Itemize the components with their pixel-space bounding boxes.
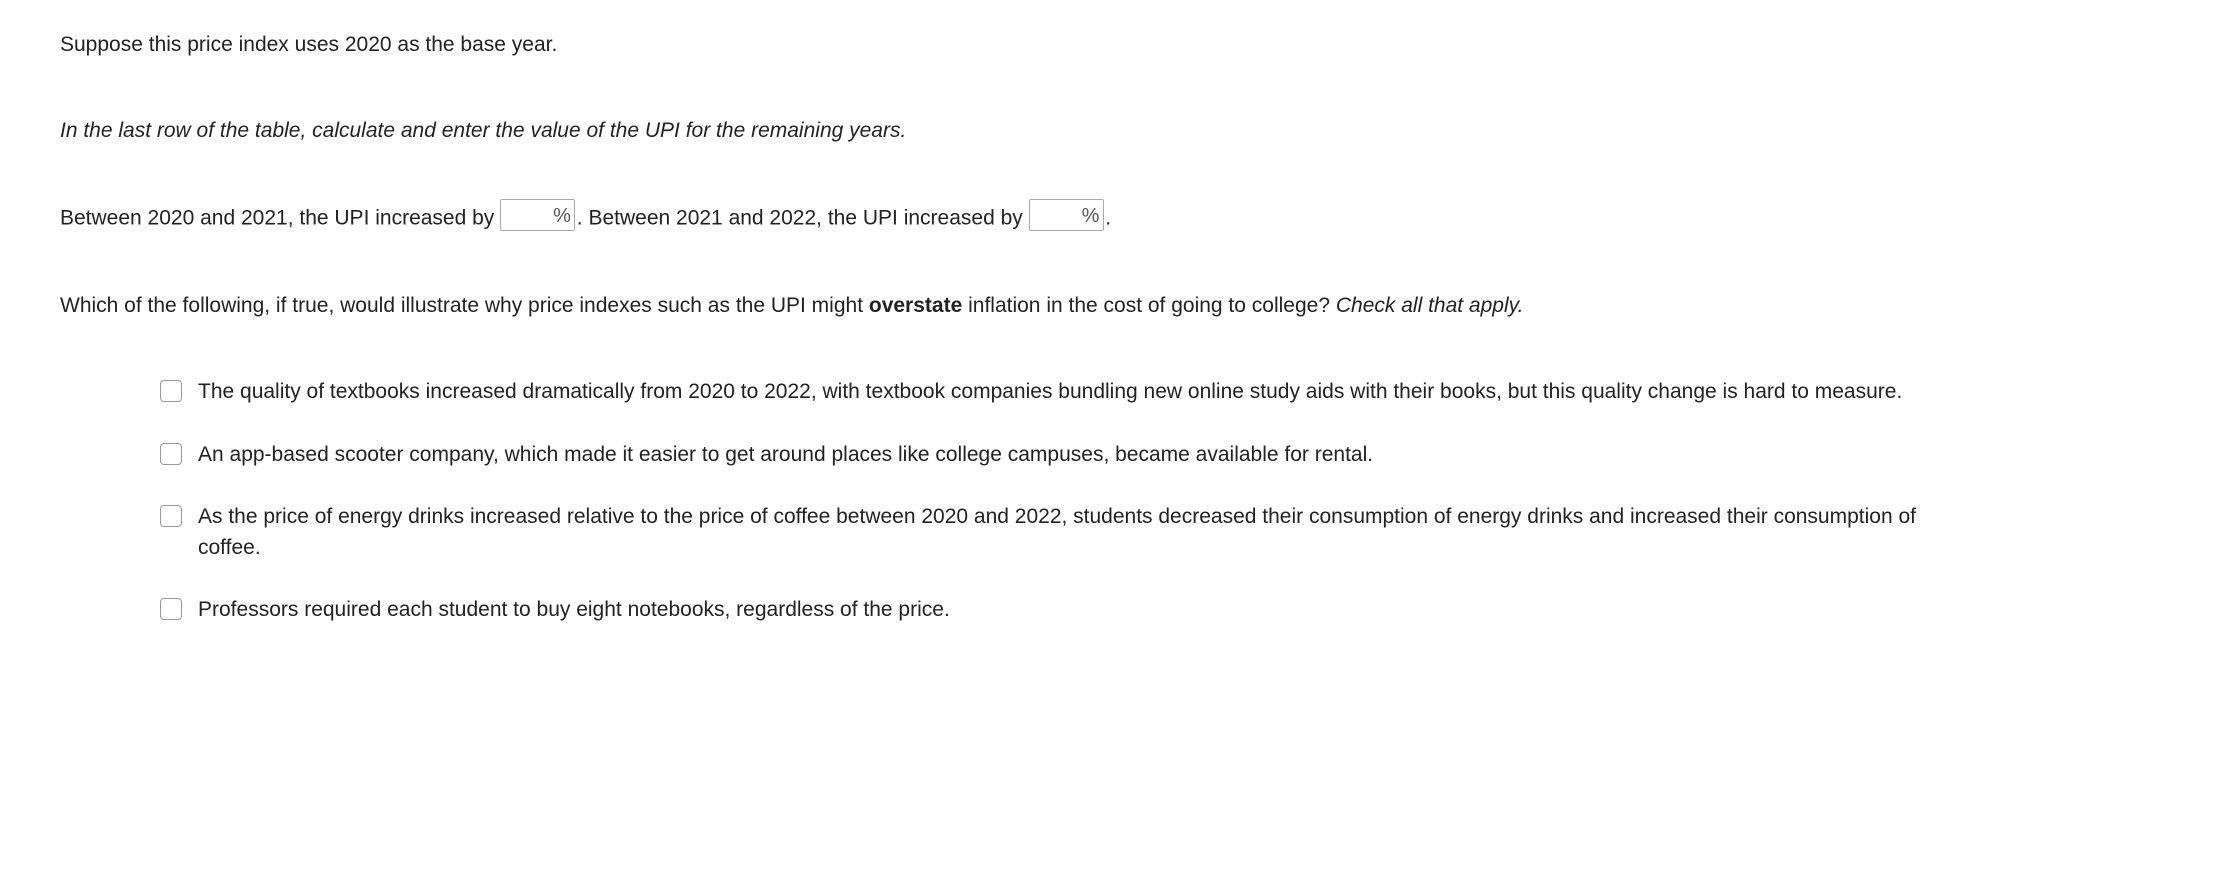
check-all-label: Check all that apply. xyxy=(1336,294,1524,317)
fill-in-line: Between 2020 and 2021, the UPI increased… xyxy=(60,203,2154,235)
choice-checkbox-2[interactable] xyxy=(160,443,182,465)
question-lead: Which of the following, if true, would i… xyxy=(60,294,869,317)
intro-text: Suppose this price index uses 2020 as th… xyxy=(60,30,2154,60)
fill-part2: Between 2021 and 2022, the UPI increased… xyxy=(588,206,1028,229)
fill-part1: Between 2020 and 2021, the UPI increased… xyxy=(60,206,500,229)
choices-list: The quality of textbooks increased drama… xyxy=(60,377,2154,625)
choice-row: As the price of energy drinks increased … xyxy=(160,502,2154,563)
choice-checkbox-3[interactable] xyxy=(160,505,182,527)
choice-row: The quality of textbooks increased drama… xyxy=(160,377,2154,407)
upi-2021-2022-input[interactable] xyxy=(1029,199,1104,231)
question-prompt: Which of the following, if true, would i… xyxy=(60,291,2154,321)
choice-text-3: As the price of energy drinks increased … xyxy=(198,502,1928,563)
instruction-text: In the last row of the table, calculate … xyxy=(60,116,2154,146)
question-page: Suppose this price index uses 2020 as th… xyxy=(0,0,2214,688)
choice-text-2: An app-based scooter company, which made… xyxy=(198,440,1928,470)
choice-checkbox-1[interactable] xyxy=(160,380,182,402)
choice-row: Professors required each student to buy … xyxy=(160,595,2154,625)
choice-row: An app-based scooter company, which made… xyxy=(160,440,2154,470)
choice-text-4: Professors required each student to buy … xyxy=(198,595,1928,625)
upi-2021-2022-box: % xyxy=(1029,201,1100,233)
question-tail: inflation in the cost of going to colleg… xyxy=(962,294,1336,317)
question-bold: overstate xyxy=(869,294,962,317)
upi-2020-2021-input[interactable] xyxy=(500,199,575,231)
choice-text-1: The quality of textbooks increased drama… xyxy=(198,377,1928,407)
choice-checkbox-4[interactable] xyxy=(160,598,182,620)
upi-2020-2021-box: % xyxy=(500,201,571,233)
